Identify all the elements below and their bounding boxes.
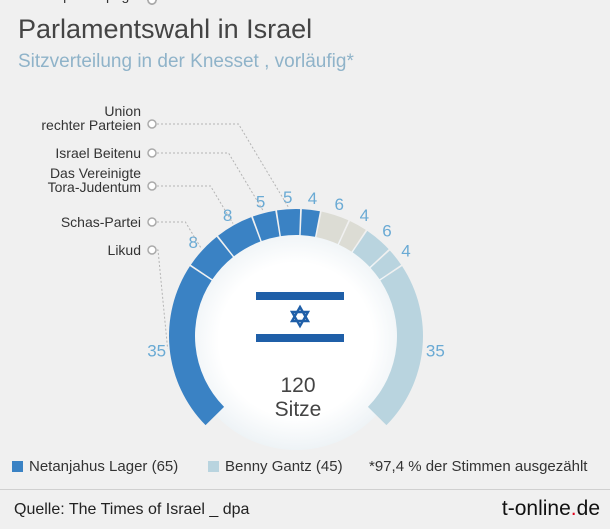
source-text: Quelle: The Times of Israel _ dpa: [14, 501, 250, 518]
arc-balad-vereinigte-arabische-liste: [338, 221, 366, 252]
chart-subtitle: Sitzverteilung in der Knesset , vorläufi…: [18, 51, 354, 72]
party-label-hadasch-taal: Hadasch-Taal: [55, 0, 141, 3]
value-label-linkspartei-merez: 4: [401, 241, 410, 260]
chart-title: Parlamentswahl in Israel: [18, 14, 313, 44]
value-label-union-rechter-parteien: 5: [283, 188, 292, 207]
brand-tld: de: [576, 497, 600, 520]
total-seats-unit: Sitze: [275, 398, 322, 421]
party-label-blau-wei: Blau-Weiß: [76, 0, 141, 3]
leader-dot-israel-beitenu: [147, 148, 157, 158]
value-label-arbeitspartei: 6: [382, 222, 391, 241]
leader-line-schas-partei: [157, 221, 202, 249]
value-label-hadasch-taal: 6: [335, 195, 344, 214]
brand-name: t-online: [501, 497, 571, 520]
legend-label-gantz: Benny Gantz (45): [225, 458, 343, 475]
party-label-schas-partei: Schas-Partei: [61, 214, 141, 230]
israel-flag-icon: [256, 291, 344, 344]
legend-item-netanjahu: Netanjahus Lager (65): [12, 458, 178, 475]
arc-hadasch-taal: [316, 211, 349, 244]
arc-arbeitspartei: [352, 230, 389, 267]
arc-union-rechter-parteien: [277, 209, 301, 237]
leader-line-das-vereinigte-tora-judentum: [157, 185, 234, 224]
legend-label-netanjahu: Netanjahus Lager (65): [29, 458, 179, 475]
value-label-balad-vereinigte-arabische-liste: 4: [360, 206, 369, 225]
legend-swatch-gantz: [208, 461, 219, 472]
value-label-blau-wei: 35: [426, 342, 445, 361]
party-label-arbeitspartei: Arbeitspartei: [62, 0, 141, 3]
leader-dot-schas-partei: [147, 217, 157, 227]
arc-das-vereinigte-tora-judentum: [218, 217, 261, 257]
total-seats-number: 120: [280, 374, 315, 397]
arc-blau-wei: [367, 266, 423, 426]
party-label-das-vereinigte-tora-judentum: Das Vereinigte Tora-Judentum: [48, 165, 142, 195]
footnote: *97,4 % der Stimmen ausgezählt: [369, 458, 588, 475]
value-label-kulanu: 4: [308, 189, 317, 208]
seat-chart: 120 Sitze 35 Likud 8 Schas-Partei 8 Das Verei…: [31, 0, 445, 450]
divider: [0, 489, 610, 490]
value-label-das-vereinigte-tora-judentum: 8: [223, 206, 232, 225]
arc-linkspartei-merez: [370, 250, 402, 280]
party-label-likud: Likud: [108, 242, 141, 258]
party-label-kulanu: Kulanu: [97, 0, 141, 3]
leader-line-union-rechter-parteien: [157, 123, 289, 208]
legend-item-gantz: Benny Gantz (45): [208, 458, 343, 475]
leader-dot-likud: [147, 245, 157, 255]
leader-dot-blau-wei: [147, 0, 157, 5]
value-label-likud: 35: [147, 342, 166, 361]
leader-dot-das-vereinigte-tora-judentum: [147, 181, 157, 191]
arc-israel-beitenu: [252, 210, 280, 242]
party-label-israel-beitenu: Israel Beitenu: [55, 145, 141, 161]
leader-line-israel-beitenu: [157, 152, 264, 212]
party-label-linkspartei-merez: Linkspartei/Merez: [31, 0, 142, 3]
brand-logo: t-online.de: [502, 497, 600, 521]
arc-likud: [169, 266, 225, 426]
leader-line-likud: [157, 249, 169, 349]
value-label-israel-beitenu: 5: [256, 193, 265, 212]
leader-dot-union-rechter-parteien: [147, 119, 157, 129]
party-label-union-rechter-parteien: Union rechter Parteien: [41, 103, 141, 133]
arc-kulanu: [300, 209, 320, 237]
legend-swatch-netanjahu: [12, 461, 23, 472]
party-label-balad-vereinigte-arabische-liste: Balad-VereinigteArabische Liste: [38, 0, 141, 3]
value-label-schas-partei: 8: [188, 233, 197, 252]
brand-dot: .: [570, 497, 577, 520]
arc-schas-partei: [190, 236, 233, 280]
